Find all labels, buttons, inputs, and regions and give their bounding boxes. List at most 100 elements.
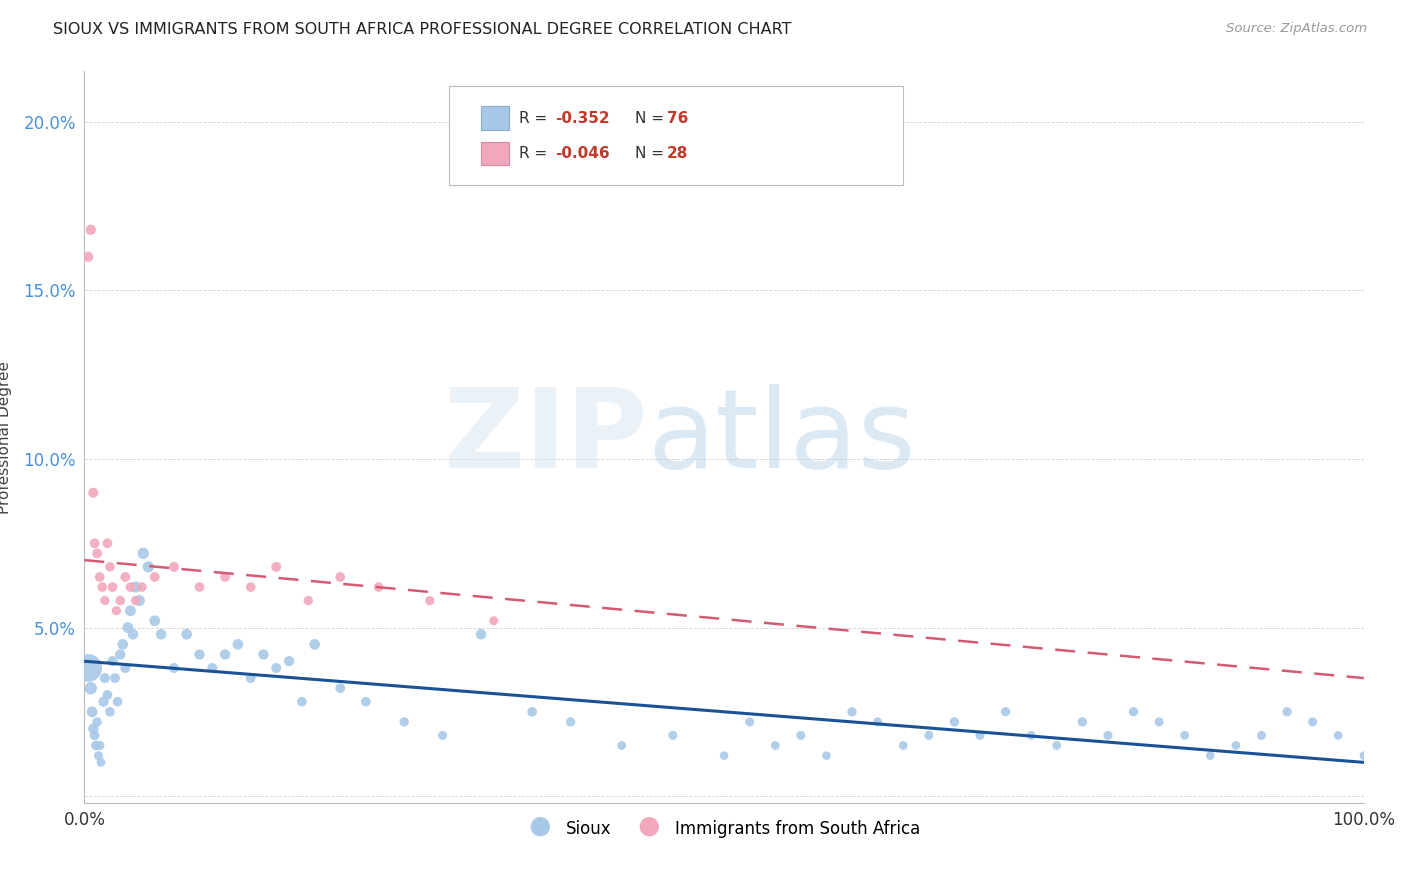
Point: [96, 688, 118, 702]
Point: [432, 728, 454, 742]
Point: [188, 648, 211, 662]
Point: [304, 637, 326, 651]
Point: [124, 593, 146, 607]
Text: 28: 28: [666, 145, 688, 161]
Point: [1225, 739, 1247, 753]
Point: [1147, 714, 1170, 729]
Point: [114, 661, 136, 675]
Point: [969, 728, 991, 742]
Point: [143, 614, 166, 628]
Point: [713, 748, 735, 763]
Point: [763, 739, 786, 753]
Point: [163, 559, 186, 574]
Point: [1097, 728, 1119, 742]
Text: 76: 76: [666, 111, 688, 126]
Text: N =: N =: [634, 145, 668, 161]
Point: [120, 604, 142, 618]
Point: [891, 739, 914, 753]
Point: [104, 671, 127, 685]
Point: [470, 627, 492, 641]
Point: [943, 714, 966, 729]
Point: [143, 570, 166, 584]
Point: [239, 671, 262, 685]
Point: [111, 637, 134, 651]
Text: Source: ZipAtlas.com: Source: ZipAtlas.com: [1226, 22, 1367, 36]
Point: [1275, 705, 1298, 719]
Point: [1250, 728, 1272, 742]
Point: [662, 728, 685, 742]
Text: -0.046: -0.046: [555, 145, 610, 161]
Point: [120, 580, 142, 594]
Point: [87, 748, 110, 763]
Point: [520, 705, 543, 719]
Point: [82, 485, 104, 500]
Text: SIOUX VS IMMIGRANTS FROM SOUTH AFRICA PROFESSIONAL DEGREE CORRELATION CHART: SIOUX VS IMMIGRANTS FROM SOUTH AFRICA PR…: [53, 22, 792, 37]
Point: [214, 648, 236, 662]
Point: [82, 722, 104, 736]
Point: [86, 546, 108, 560]
Point: [866, 714, 889, 729]
Point: [841, 705, 863, 719]
Point: [163, 661, 186, 675]
FancyBboxPatch shape: [449, 86, 903, 185]
Point: [201, 661, 224, 675]
Point: [101, 580, 124, 594]
Point: [1019, 728, 1042, 742]
Y-axis label: Professional Degree: Professional Degree: [0, 360, 13, 514]
Point: [124, 580, 146, 594]
Point: [77, 250, 100, 264]
Point: [89, 570, 111, 584]
Point: [94, 671, 117, 685]
Point: [98, 705, 121, 719]
Point: [83, 536, 105, 550]
Point: [560, 714, 582, 729]
Point: [1353, 748, 1375, 763]
Point: [264, 559, 288, 574]
Point: [291, 695, 314, 709]
Point: [84, 739, 107, 753]
Text: R =: R =: [519, 145, 553, 161]
Point: [1122, 705, 1144, 719]
Point: [91, 580, 114, 594]
Point: [132, 546, 155, 560]
Legend: Sioux, Immigrants from South Africa: Sioux, Immigrants from South Africa: [522, 812, 927, 846]
Point: [98, 559, 121, 574]
Point: [80, 681, 103, 696]
Text: N =: N =: [634, 111, 668, 126]
Point: [264, 661, 288, 675]
Point: [176, 627, 198, 641]
Point: [108, 593, 131, 607]
Text: -0.352: -0.352: [555, 111, 610, 126]
Point: [329, 681, 352, 696]
Point: [278, 654, 301, 668]
Text: ZIP: ZIP: [444, 384, 647, 491]
Point: [108, 648, 131, 662]
Point: [150, 627, 173, 641]
Point: [96, 536, 118, 550]
Point: [138, 559, 160, 574]
Point: [86, 714, 108, 729]
Point: [114, 570, 136, 584]
Point: [1199, 748, 1222, 763]
Point: [80, 705, 103, 719]
Point: [89, 739, 111, 753]
Point: [117, 621, 139, 635]
Point: [1302, 714, 1324, 729]
Bar: [481, 106, 509, 130]
Point: [1046, 739, 1069, 753]
Point: [93, 695, 115, 709]
Point: [738, 714, 761, 729]
Point: [131, 580, 153, 594]
Point: [815, 748, 838, 763]
Point: [367, 580, 389, 594]
Point: [419, 593, 441, 607]
Point: [122, 627, 145, 641]
Point: [482, 614, 505, 628]
Point: [329, 570, 352, 584]
Point: [94, 593, 117, 607]
Point: [354, 695, 377, 709]
Point: [1327, 728, 1350, 742]
Point: [214, 570, 236, 584]
Point: [1174, 728, 1197, 742]
Text: atlas: atlas: [647, 384, 915, 491]
